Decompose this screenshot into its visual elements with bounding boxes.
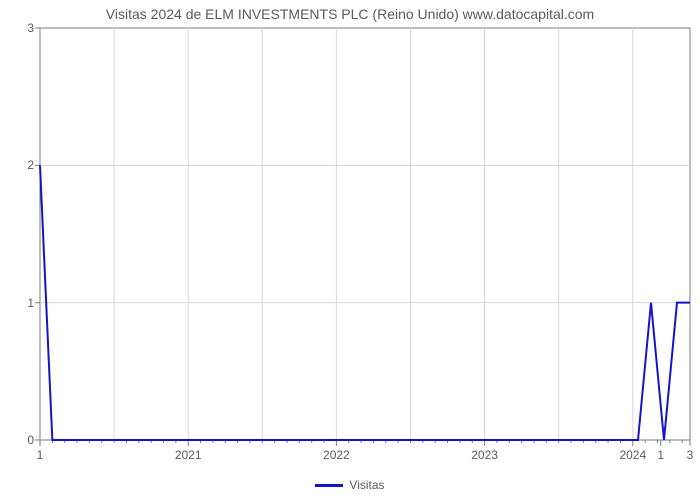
legend-label: Visitas [349,478,384,492]
x-tick-label: 2024 [619,448,646,462]
x-tick-label: 2021 [175,448,202,462]
x-tick-label: 2023 [471,448,498,462]
y-tick-label: 2 [6,158,34,172]
x-tick-label: 2022 [323,448,350,462]
chart-plot [0,0,700,500]
x-tick-label: 1 [657,448,664,462]
legend-swatch [315,484,343,487]
x-tick-label: 1 [37,448,44,462]
x-tick-label: 3 [687,448,694,462]
y-tick-label: 1 [6,296,34,310]
legend: Visitas [0,478,700,492]
y-tick-label: 3 [6,21,34,35]
y-tick-label: 0 [6,433,34,447]
